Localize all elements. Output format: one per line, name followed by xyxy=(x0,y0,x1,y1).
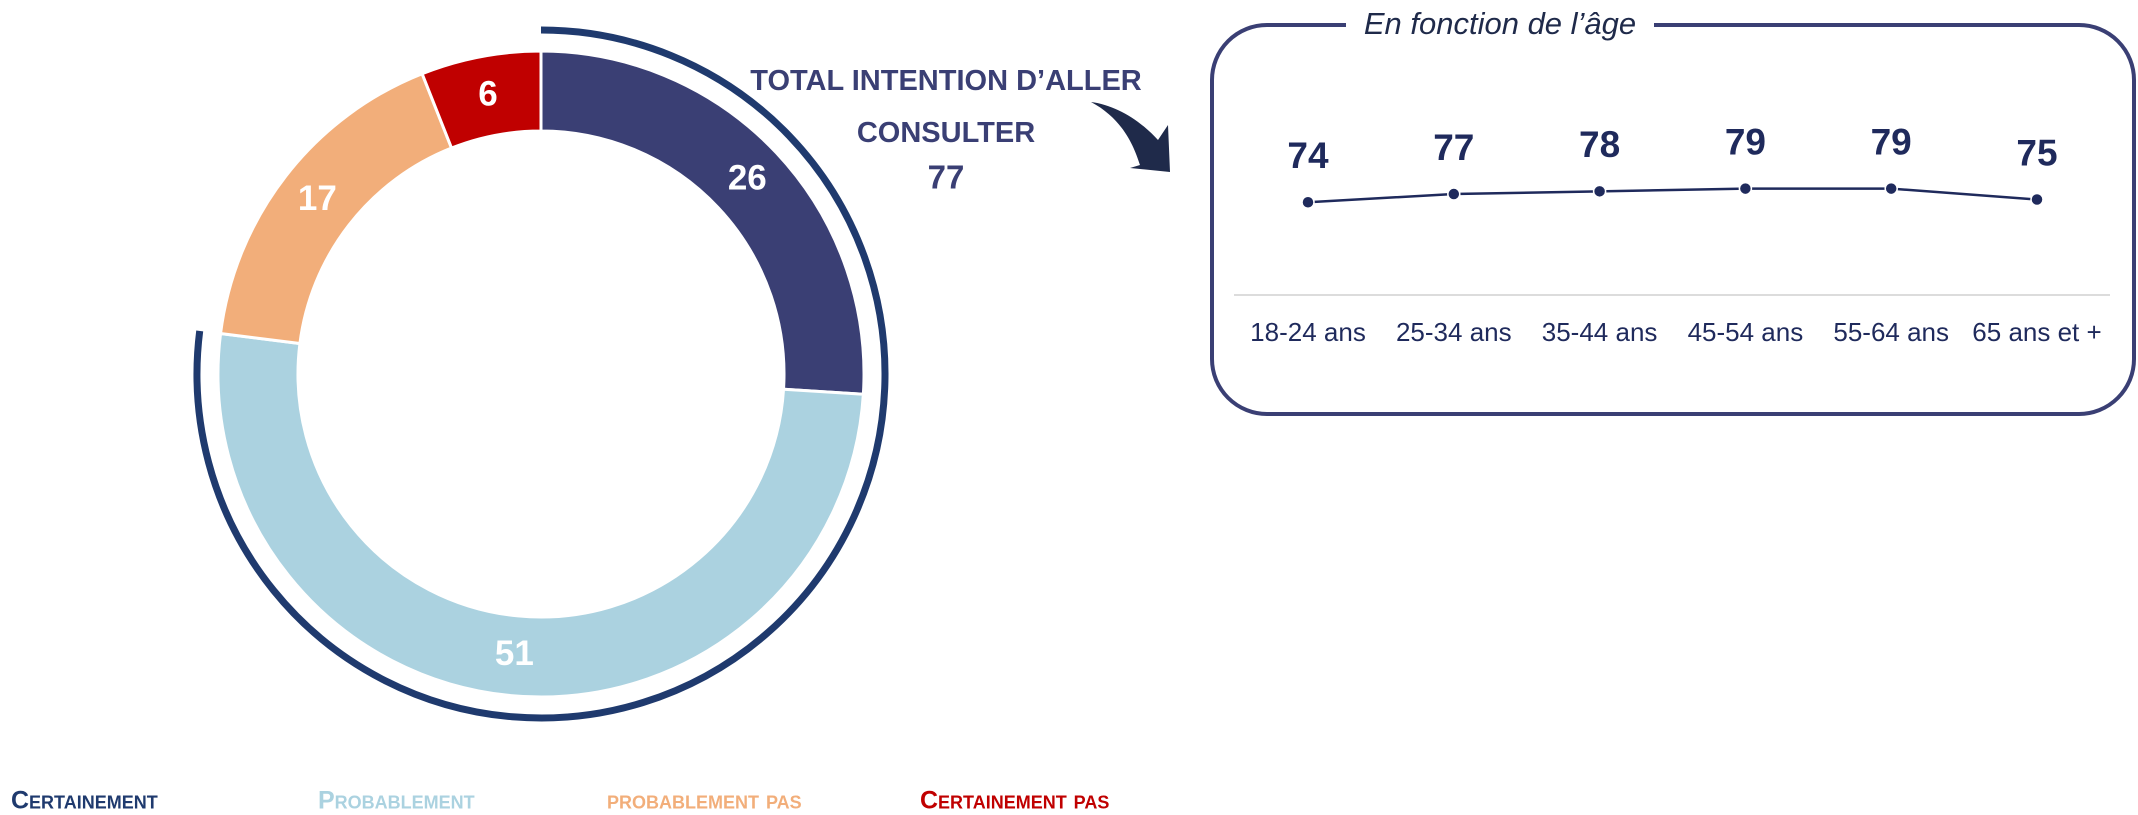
data-label: 26 xyxy=(728,159,767,198)
donut-slice xyxy=(216,331,865,699)
x-tick-label: 45-54 ans xyxy=(1688,317,1804,347)
legend-label: Probablement xyxy=(318,787,475,815)
x-tick-label: 65 ans et + xyxy=(1972,317,2101,347)
x-tick-label: 18-24 ans xyxy=(1250,317,1366,347)
legend-label: Certainement pas xyxy=(920,787,1109,815)
title-backdrop xyxy=(1346,8,1654,44)
arrow xyxy=(1091,102,1170,172)
data-label: 79 xyxy=(1725,121,1766,162)
point xyxy=(1738,181,1753,196)
line xyxy=(1307,187,2038,204)
total-arc xyxy=(193,26,889,722)
data-label: 75 xyxy=(2016,132,2057,173)
legend-label: probablement pas xyxy=(607,787,802,815)
data-label: 79 xyxy=(1871,121,1912,162)
data-label: 77 xyxy=(1433,127,1474,168)
point xyxy=(1592,184,1607,199)
data-label: 78 xyxy=(1579,124,1620,165)
data-label: 74 xyxy=(1287,135,1329,176)
panel-frame xyxy=(1210,23,2136,416)
point xyxy=(2030,192,2044,207)
line-title: En fonction de l’âge xyxy=(1364,6,1636,41)
data-label: 6 xyxy=(478,74,497,113)
point xyxy=(1447,187,1461,201)
x-tick-label: 25-34 ans xyxy=(1396,317,1512,347)
data-label: 51 xyxy=(495,634,534,673)
point xyxy=(1301,195,1315,209)
donut-slice xyxy=(420,49,543,151)
x-tick-label: 55-64 ans xyxy=(1833,317,1949,347)
point xyxy=(1884,181,1898,196)
data-label: 17 xyxy=(298,179,337,218)
legend-label: Certainement xyxy=(11,787,158,815)
annotation-value: 77 xyxy=(928,159,965,196)
x-tick-label: 35-44 ans xyxy=(1542,317,1658,347)
donut-slice xyxy=(539,49,866,396)
annotation-text: TOTAL INTENTION D’ALLER CONSULTER xyxy=(750,65,1142,149)
